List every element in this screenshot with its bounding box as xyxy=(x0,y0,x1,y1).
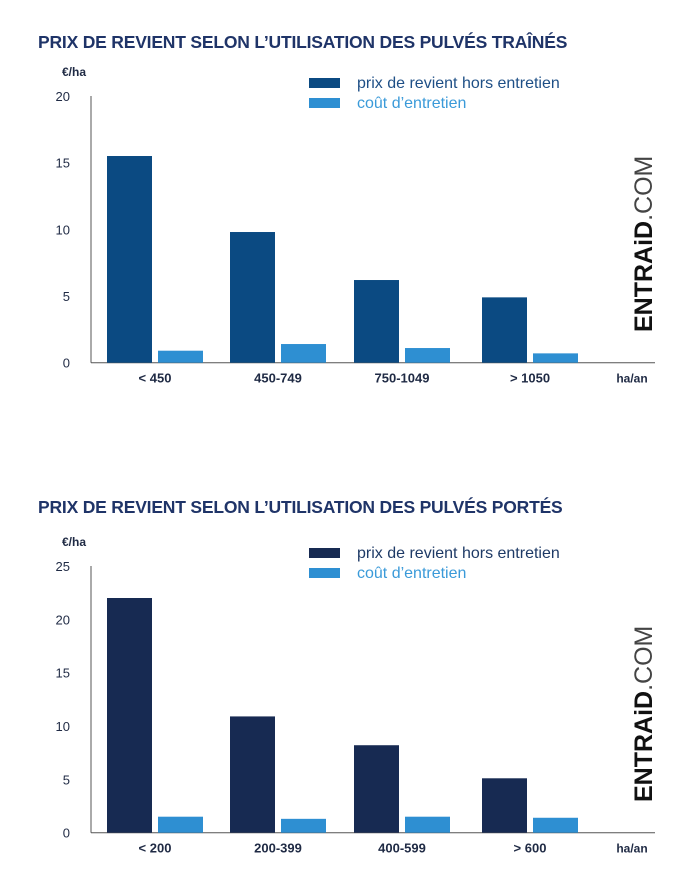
x-tick-label: > 1050 xyxy=(510,371,550,386)
legend-swatch xyxy=(309,78,340,88)
y-axis-label: €/ha xyxy=(62,65,86,79)
x-axis-label: ha/an xyxy=(616,372,647,386)
bar-cout-entretien xyxy=(281,344,326,363)
bar-cout-entretien xyxy=(405,348,450,363)
bar-prix-de-revient xyxy=(107,156,152,363)
y-tick-label: 10 xyxy=(56,222,70,237)
x-tick-label: < 200 xyxy=(139,841,172,856)
y-tick-label: 0 xyxy=(63,356,70,371)
y-axis-label: €/ha xyxy=(62,535,86,549)
bar-cout-entretien xyxy=(281,818,326,833)
legend-label: prix de revient hors entretien xyxy=(357,75,560,92)
legend-swatch xyxy=(309,548,340,558)
chart-title-traines: PRIX DE REVIENT SELON L’UTILISATION DES … xyxy=(38,32,568,52)
entraid-logo-watermark: ENTRAiD.COM xyxy=(630,626,658,802)
legend-swatch xyxy=(309,568,340,578)
bar-prix-de-revient xyxy=(482,297,527,363)
bar-chart-traines: €/ha 0 5 10 15 20 < 450 450-749 750-1049 > 1050 ha… xyxy=(56,65,658,386)
bar-cout-entretien xyxy=(533,817,578,833)
y-tick-label: 25 xyxy=(56,559,70,574)
bar-cout-entretien xyxy=(405,816,450,833)
y-tick-label: 0 xyxy=(63,826,70,841)
entraid-logo-watermark: ENTRAiD.COM xyxy=(630,156,658,332)
bar-prix-de-revient xyxy=(482,778,527,833)
legend-label: coût d’entretien xyxy=(357,565,466,582)
y-tick-label: 15 xyxy=(56,156,70,171)
bar-prix-de-revient xyxy=(107,598,152,833)
bar-chart-portes: €/ha 0 5 10 15 20 25 < 200 200-399 400-599 > 600 ha… xyxy=(56,535,658,856)
y-tick-label: 5 xyxy=(63,289,70,304)
bar-prix-de-revient xyxy=(354,280,399,363)
y-tick-label: 20 xyxy=(56,612,70,627)
bar-prix-de-revient xyxy=(230,716,275,833)
x-tick-label: 400-599 xyxy=(378,841,426,856)
legend-label: prix de revient hors entretien xyxy=(357,545,560,562)
x-tick-label: 450-749 xyxy=(254,371,302,386)
y-tick-label: 15 xyxy=(56,666,70,681)
legend-swatch xyxy=(309,98,340,108)
x-tick-label: < 450 xyxy=(139,371,172,386)
bar-cout-entretien xyxy=(158,350,203,363)
x-tick-label: 200-399 xyxy=(254,841,302,856)
x-tick-label: 750-1049 xyxy=(375,371,430,386)
y-tick-label: 20 xyxy=(56,89,70,104)
x-axis-label: ha/an xyxy=(616,842,647,856)
x-tick-label: > 600 xyxy=(514,841,547,856)
bar-prix-de-revient xyxy=(230,232,275,363)
legend-label: coût d’entretien xyxy=(357,95,466,112)
chart-title-portes: PRIX DE REVIENT SELON L’UTILISATION DES … xyxy=(38,497,563,517)
bar-prix-de-revient xyxy=(354,745,399,833)
y-tick-label: 5 xyxy=(63,772,70,787)
y-tick-label: 10 xyxy=(56,719,70,734)
bar-cout-entretien xyxy=(533,353,578,363)
bar-cout-entretien xyxy=(158,816,203,833)
